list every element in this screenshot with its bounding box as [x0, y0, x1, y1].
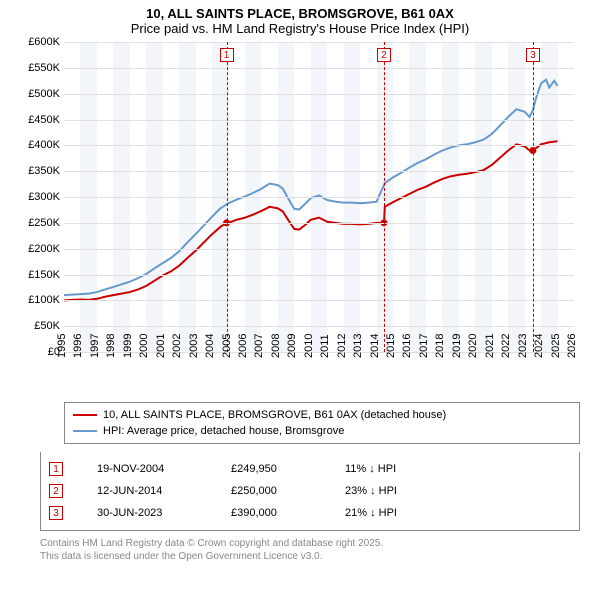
marker-vline: [533, 42, 534, 352]
y-tick-label: £300K: [28, 191, 60, 203]
x-tick-label: 2008: [270, 334, 282, 358]
x-tick-label: 1995: [56, 334, 68, 358]
y-tick-label: £50K: [34, 320, 60, 332]
y-tick-label: £250K: [28, 217, 60, 229]
gridline: [64, 300, 574, 301]
transaction-date: 19-NOV-2004: [97, 463, 227, 475]
legend-swatch: [73, 430, 97, 432]
marker-vline: [384, 42, 385, 352]
y-tick-label: £350K: [28, 165, 60, 177]
title-address: 10, ALL SAINTS PLACE, BROMSGROVE, B61 0A…: [0, 6, 600, 21]
legend-row: HPI: Average price, detached house, Brom…: [73, 423, 571, 439]
transaction-marker: 1: [49, 462, 63, 476]
x-tick-label: 2014: [369, 334, 381, 358]
x-tick-label: 2016: [401, 334, 413, 358]
gridline: [64, 68, 574, 69]
marker-flag: 2: [377, 48, 391, 62]
x-tick-label: 2006: [237, 334, 249, 358]
gridline: [64, 145, 574, 146]
x-tick-label: 2019: [451, 334, 463, 358]
transaction-row: 1 19-NOV-2004 £249,950 11% ↓ HPI: [49, 458, 571, 480]
x-tick-label: 1996: [72, 334, 84, 358]
marker-flag: 1: [220, 48, 234, 62]
transaction-marker: 3: [49, 506, 63, 520]
y-tick-label: £100K: [28, 294, 60, 306]
gridline: [64, 249, 574, 250]
transaction-price: £249,950: [231, 463, 341, 475]
x-tick-label: 2007: [253, 334, 265, 358]
gridline: [64, 171, 574, 172]
title-subtitle: Price paid vs. HM Land Registry's House …: [0, 21, 600, 36]
x-tick-label: 2024: [533, 334, 545, 358]
gridline: [64, 197, 574, 198]
gridline: [64, 223, 574, 224]
plot-area: 1 2 3: [64, 42, 574, 352]
x-tick-label: 2011: [319, 334, 331, 358]
x-tick-label: 2017: [418, 334, 430, 358]
transaction-price: £250,000: [231, 485, 341, 497]
x-tick-label: 2000: [138, 334, 150, 358]
legend-swatch: [73, 414, 97, 416]
x-tick-label: 1997: [89, 334, 101, 358]
legend: 10, ALL SAINTS PLACE, BROMSGROVE, B61 0A…: [64, 402, 580, 444]
marker-flag: 3: [526, 48, 540, 62]
transaction-row: 3 30-JUN-2023 £390,000 21% ↓ HPI: [49, 502, 571, 524]
y-tick-label: £150K: [28, 269, 60, 281]
x-tick-label: 2003: [188, 334, 200, 358]
footer-line2: This data is licensed under the Open Gov…: [40, 550, 580, 563]
page-root: 10, ALL SAINTS PLACE, BROMSGROVE, B61 0A…: [0, 0, 600, 590]
gridline: [64, 120, 574, 121]
x-tick-label: 2004: [204, 334, 216, 358]
transaction-diff: 23% ↓ HPI: [345, 485, 455, 497]
transaction-date: 30-JUN-2023: [97, 507, 227, 519]
series-hpi: [64, 80, 558, 295]
x-tick-label: 2001: [155, 334, 167, 358]
gridline: [64, 326, 574, 327]
gridline: [64, 94, 574, 95]
y-tick-label: £450K: [28, 114, 60, 126]
y-tick-label: £550K: [28, 62, 60, 74]
x-tick-label: 2010: [303, 334, 315, 358]
y-tick-label: £200K: [28, 243, 60, 255]
legend-label: 10, ALL SAINTS PLACE, BROMSGROVE, B61 0A…: [103, 409, 446, 421]
transaction-diff: 21% ↓ HPI: [345, 507, 455, 519]
x-tick-label: 2005: [221, 334, 233, 358]
marker-vline: [227, 42, 228, 352]
x-tick-label: 2020: [467, 334, 479, 358]
legend-row: 10, ALL SAINTS PLACE, BROMSGROVE, B61 0A…: [73, 407, 571, 423]
gridline: [64, 42, 574, 43]
transaction-row: 2 12-JUN-2014 £250,000 23% ↓ HPI: [49, 480, 571, 502]
transactions-table: 1 19-NOV-2004 £249,950 11% ↓ HPI 2 12-JUN-201…: [40, 452, 580, 531]
x-tick-label: 2021: [484, 334, 496, 358]
legend-label: HPI: Average price, detached house, Brom…: [103, 425, 344, 437]
y-tick-label: £400K: [28, 139, 60, 151]
x-tick-label: 1999: [122, 334, 134, 358]
gridline: [64, 275, 574, 276]
transaction-date: 12-JUN-2014: [97, 485, 227, 497]
y-tick-label: £500K: [28, 88, 60, 100]
transaction-marker: 2: [49, 484, 63, 498]
x-tick-label: 2022: [500, 334, 512, 358]
x-tick-label: 2015: [385, 334, 397, 358]
x-tick-label: 2013: [352, 334, 364, 358]
x-tick-label: 2002: [171, 334, 183, 358]
x-tick-label: 2012: [336, 334, 348, 358]
x-tick-label: 1998: [105, 334, 117, 358]
x-tick-label: 2023: [517, 334, 529, 358]
x-tick-label: 2026: [566, 334, 578, 358]
x-tick-label: 2025: [550, 334, 562, 358]
transaction-price: £390,000: [231, 507, 341, 519]
title-block: 10, ALL SAINTS PLACE, BROMSGROVE, B61 0A…: [0, 0, 600, 38]
footer-line1: Contains HM Land Registry data © Crown c…: [40, 537, 580, 550]
transaction-diff: 11% ↓ HPI: [345, 463, 455, 475]
footer: Contains HM Land Registry data © Crown c…: [40, 537, 580, 563]
y-tick-label: £600K: [28, 36, 60, 48]
series-property: [64, 141, 558, 300]
chart: £0£50K£100K£150K£200K£250K£300K£350K£400…: [20, 42, 580, 402]
x-tick-label: 2009: [286, 334, 298, 358]
x-tick-label: 2018: [434, 334, 446, 358]
